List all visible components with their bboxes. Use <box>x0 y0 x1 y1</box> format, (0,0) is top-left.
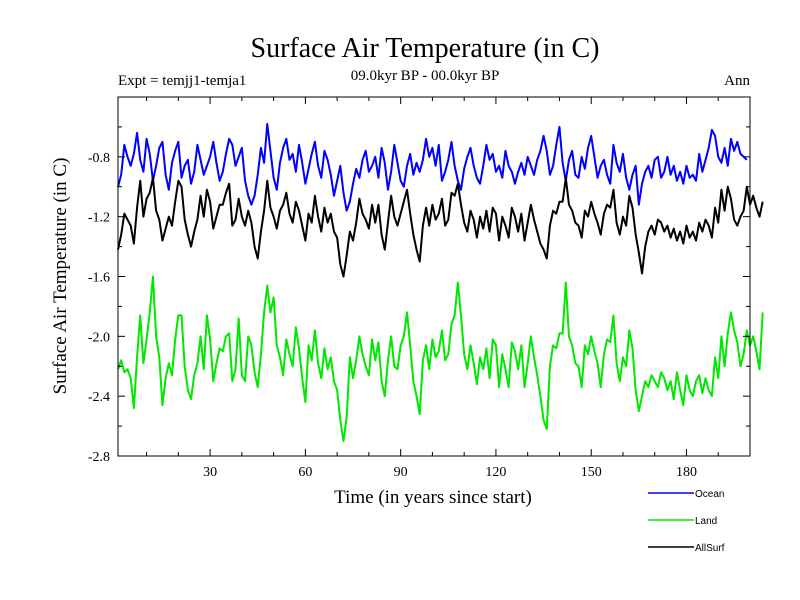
chart-subtitle-center: 09.0kyr BP - 00.0kyr BP <box>351 68 500 84</box>
chart-subtitle-right: Ann <box>724 73 750 89</box>
x-tick-label: 120 <box>485 465 506 480</box>
chart-subtitle-left: Expt = temjj1-temja1 <box>118 73 246 89</box>
series-line-ocean <box>117 122 748 212</box>
chart-title: Surface Air Temperature (in C) <box>251 33 600 64</box>
x-tick-label: 60 <box>298 465 312 480</box>
y-tick-label: -2.0 <box>88 330 110 345</box>
x-tick-label: 180 <box>676 465 697 480</box>
y-tick-label: -2.8 <box>88 450 110 465</box>
x-axis: 30 60 90 120 150 180 <box>146 97 719 480</box>
legend-label-land: Land <box>695 516 717 527</box>
series-line-land <box>117 275 764 443</box>
plot-frame <box>117 96 751 457</box>
y-axis: -2.8 -2.4 -2.0 -1.6 -1.2 -0.8 <box>88 126 750 465</box>
y-tick-label: -1.6 <box>88 271 110 286</box>
y-tick-label: -2.4 <box>88 390 110 405</box>
legend-label-ocean: Ocean <box>695 489 724 500</box>
series-layer <box>117 122 764 443</box>
x-tick-label: 150 <box>581 465 602 480</box>
y-axis-label: Surface Air Temperature (in C) <box>50 158 71 395</box>
legend-label-allsurf: AllSurf <box>695 543 725 554</box>
series-line-allsurf <box>117 176 764 278</box>
x-tick-label: 90 <box>394 465 408 480</box>
y-tick-label: -1.2 <box>88 211 110 226</box>
legend: Ocean Land AllSurf <box>648 489 725 554</box>
x-axis-label: Time (in years since start) <box>334 487 532 508</box>
x-tick-label: 30 <box>203 465 217 480</box>
y-tick-label: -0.8 <box>88 151 110 166</box>
